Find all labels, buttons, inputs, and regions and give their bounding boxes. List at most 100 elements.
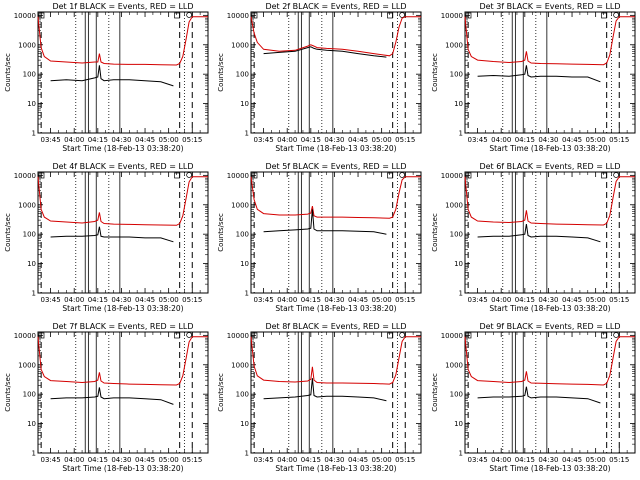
plot-frame [464,171,636,294]
y-tick-label: 1 [245,290,249,298]
detector-panel-5: Det 5f BLACK = Events, RED = LLD 1 10 100 10… [213,160,426,320]
y-tick-label: 10 [27,260,36,268]
x-tick-label: 05:00 [585,136,605,144]
x-axis-label: Start Time (18-Feb-13 03:38:20) [489,464,610,473]
y-tick-label: 100 [449,391,462,399]
x-tick-label: 05:00 [585,296,605,304]
y-tick-label: 1 [32,450,36,458]
corner-marker [186,172,192,178]
x-axis-label: Start Time (18-Feb-13 03:38:20) [489,304,610,313]
plot-frame [37,171,209,294]
x-tick-label: 04:30 [111,456,131,464]
series-events-line [50,65,174,87]
corner-marker [186,332,192,338]
x-axis-label: Start Time (18-Feb-13 03:38:20) [62,144,183,153]
x-tick-label: 04:00 [491,456,511,464]
x-tick-label: 04:15 [514,296,534,304]
corner-box [387,12,394,19]
corner-box [600,12,607,19]
corner-box [174,172,180,179]
x-tick-label: 05:00 [372,456,392,464]
corner-box [251,172,258,179]
y-tick-label: 1000 [445,41,463,49]
series-lld-line [37,336,208,386]
x-tick-label: 04:45 [135,456,155,464]
x-axis-label: Start Time (18-Feb-13 03:38:20) [276,304,397,313]
y-tick-label: 10 [240,260,249,268]
y-tick-label: 10 [27,100,36,108]
y-tick-label: 10000 [440,172,462,180]
series-events-line [50,226,174,243]
plot-frame [464,11,636,134]
panel-title: Det 8f BLACK = Events, RED = LLD [266,322,407,331]
x-tick-label: 05:15 [609,456,629,464]
x-tick-label: 04:15 [88,456,108,464]
x-tick-label: 05:15 [182,296,202,304]
x-tick-label: 04:30 [111,296,131,304]
corner-box [251,332,258,339]
y-axis-label: Counts/sec [217,373,225,412]
panel-title: Det 5f BLACK = Events, RED = LLD [266,162,407,171]
x-tick-label: 03:45 [40,296,60,304]
y-tick-label: 10 [454,100,463,108]
x-tick-label: 04:30 [538,136,558,144]
plot-frame [37,331,209,454]
x-tick-label: 04:45 [348,296,368,304]
x-tick-label: 05:00 [159,296,179,304]
y-tick-label: 100 [236,231,249,239]
corner-box [38,12,45,19]
x-axis-label: Start Time (18-Feb-13 03:38:20) [276,464,397,473]
y-axis-label: Counts/sec [4,213,12,252]
x-tick-label: 05:15 [182,136,202,144]
series-events-line [263,378,387,402]
x-tick-label: 04:00 [277,296,297,304]
series-lld-line [250,16,422,57]
x-axis-label: Start Time (18-Feb-13 03:38:20) [62,304,183,313]
y-tick-label: 10 [454,260,463,268]
corner-marker [612,332,619,338]
y-tick-label: 1 [458,130,462,138]
corner-box [465,12,472,19]
x-tick-label: 05:00 [159,456,179,464]
series-events-line [477,386,601,404]
x-tick-label: 03:45 [40,136,60,144]
panel-svg: Det 1f BLACK = Events, RED = LLD 1 10 100 10… [4,2,209,153]
y-tick-label: 100 [236,391,249,399]
x-tick-label: 05:15 [395,136,415,144]
y-tick-label: 100 [23,391,36,399]
corner-box [387,172,394,179]
x-tick-label: 03:45 [254,296,274,304]
x-tick-label: 05:15 [609,136,629,144]
corner-box [38,332,45,339]
corner-marker [399,12,406,18]
y-tick-label: 1 [458,290,462,298]
panel-svg: Det 5f BLACK = Events, RED = LLD 1 10 100 10… [217,162,422,313]
corner-marker [612,12,619,18]
corner-box [174,12,180,19]
series-lld-line [37,176,208,226]
y-tick-label: 10000 [14,12,36,20]
y-tick-label: 1 [32,130,36,138]
y-tick-label: 10000 [440,12,462,20]
panel-svg: Det 3f BLACK = Events, RED = LLD 1 10 100 10… [431,2,636,153]
x-tick-label: 03:45 [467,456,487,464]
x-tick-label: 04:15 [514,136,534,144]
x-tick-label: 04:00 [491,136,511,144]
corner-box [387,332,394,339]
corner-marker [612,172,619,178]
x-tick-label: 05:00 [585,456,605,464]
plot-frame [37,11,209,134]
series-lld-line [250,176,422,219]
y-axis-label: Counts/sec [217,53,225,92]
x-tick-label: 04:45 [348,456,368,464]
detector-panel-6: Det 6f BLACK = Events, RED = LLD 1 10 100 10… [427,160,640,320]
y-tick-label: 10 [27,420,36,428]
x-tick-label: 04:45 [135,136,155,144]
corner-box [465,172,472,179]
x-tick-label: 04:00 [64,456,84,464]
series-events-line [477,65,601,83]
x-tick-label: 04:30 [325,136,345,144]
x-tick-label: 03:45 [254,456,274,464]
panel-title: Det 7f BLACK = Events, RED = LLD [52,322,193,331]
y-tick-label: 10000 [14,172,36,180]
